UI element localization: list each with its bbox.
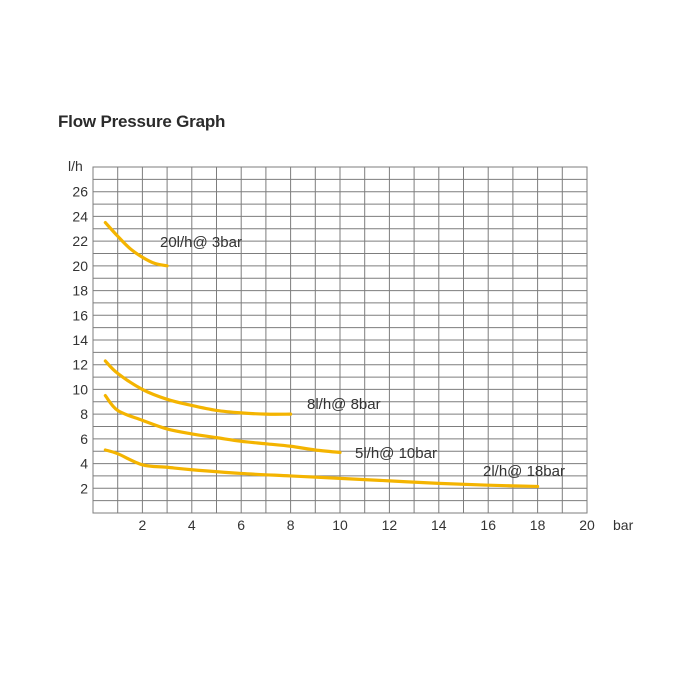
y-tick-label: 18 [72,283,88,299]
series-annotation: 8l/h@ 8bar [307,396,381,413]
y-tick-label: 8 [80,406,88,422]
curves [103,221,540,489]
series-annotation: 20l/h@ 3bar [160,234,242,251]
y-tick-label: 26 [72,184,88,200]
x-tick-label: 14 [431,517,447,533]
x-tick-label: 16 [480,517,496,533]
y-tick-label: 24 [72,208,88,224]
y-tick-label: 22 [72,233,88,249]
series-line [103,359,293,416]
series-line [103,394,342,455]
x-tick-label: 18 [530,517,546,533]
chart-title: Flow Pressure Graph [58,112,226,131]
y-tick-label: 12 [72,357,88,373]
x-tick-label: 10 [332,517,348,533]
series-annotation: 2l/h@ 18bar [483,463,565,480]
y-tick-label: 16 [72,307,88,323]
series-line [103,221,169,268]
plot-frame [92,166,588,514]
x-tick-label: 20 [579,517,595,533]
x-tick-label: 12 [382,517,398,533]
grid [93,167,587,513]
y-tick-label: 20 [72,258,88,274]
y-axis-label: l/h [68,158,83,174]
series-annotation: 5l/h@ 10bar [355,445,437,462]
y-tick-label: 6 [80,431,88,447]
y-tick-label: 2 [80,480,88,496]
x-axis-label: bar [613,517,634,533]
x-tick-label: 8 [287,517,295,533]
x-tick-label: 2 [139,517,147,533]
y-tick-label: 10 [72,381,88,397]
series-line [103,448,540,489]
annotations: 20l/h@ 3bar 8l/h@ 8bar 5l/h@ 10bar 2l/h@ 18… [160,234,565,480]
y-tick-label: 4 [80,456,88,472]
x-tick-label: 4 [188,517,196,533]
x-tick-label: 6 [237,517,245,533]
y-tick-label: 14 [72,332,88,348]
